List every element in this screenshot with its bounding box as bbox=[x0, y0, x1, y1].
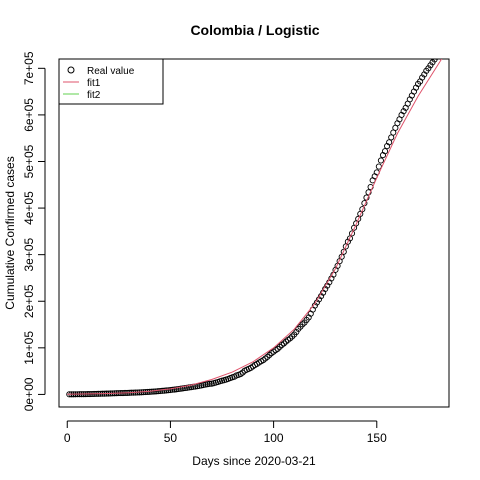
data-point bbox=[204, 381, 211, 388]
data-point bbox=[167, 386, 174, 394]
legend-label-real: Real value bbox=[87, 66, 135, 77]
y-axis: 0e+00 1e+05 2e+05 3e+05 4e+05 5e+05 6e+05 7e+05 bbox=[22, 51, 46, 411]
data-point bbox=[264, 353, 271, 360]
y-tick-label: 6e+05 bbox=[22, 98, 36, 132]
data-point bbox=[175, 385, 182, 393]
data-point bbox=[340, 248, 347, 255]
data-point bbox=[179, 385, 186, 392]
data-point bbox=[386, 139, 393, 146]
data-point bbox=[434, 59, 439, 60]
data-point bbox=[239, 369, 246, 376]
data-point bbox=[154, 388, 162, 395]
y-tick-label: 7e+05 bbox=[22, 51, 36, 85]
data-point bbox=[159, 387, 166, 394]
data-point bbox=[355, 215, 362, 222]
data-point bbox=[188, 384, 195, 391]
data-point bbox=[152, 388, 160, 395]
data-point bbox=[185, 384, 193, 391]
data-point bbox=[276, 343, 283, 350]
data-point bbox=[266, 351, 273, 359]
data-point bbox=[181, 385, 188, 392]
data-point bbox=[344, 238, 351, 245]
y-tick-label: 4e+05 bbox=[22, 191, 36, 225]
data-point bbox=[359, 206, 366, 213]
data-point bbox=[183, 384, 190, 391]
chart-title: Colombia / Logistic bbox=[190, 22, 319, 38]
data-point bbox=[419, 74, 426, 81]
legend-label-fit1: fit1 bbox=[87, 78, 101, 89]
y-tick-label: 1e+05 bbox=[22, 331, 36, 365]
data-point bbox=[206, 380, 213, 387]
y-tick-label: 5e+05 bbox=[22, 144, 36, 178]
data-point bbox=[375, 163, 382, 170]
fit-line-fit1 bbox=[67, 59, 443, 395]
data-point bbox=[287, 335, 294, 342]
x-tick-label: 100 bbox=[264, 431, 284, 445]
data-point bbox=[161, 387, 168, 394]
y-tick-label: 2e+05 bbox=[22, 284, 36, 318]
data-point bbox=[293, 328, 300, 336]
y-tick-label: 0e+00 bbox=[22, 377, 36, 411]
legend-label-fit2: fit2 bbox=[87, 90, 101, 101]
x-axis: 0 50 100 150 bbox=[64, 420, 387, 445]
x-tick-label: 50 bbox=[164, 431, 178, 445]
x-tick-label: 0 bbox=[64, 431, 71, 445]
data-point bbox=[348, 230, 356, 237]
x-axis-title: Days since 2020-03-21 bbox=[192, 454, 316, 468]
data-point bbox=[365, 189, 372, 196]
data-point bbox=[346, 235, 354, 242]
legend-circle-icon bbox=[67, 66, 75, 74]
data-point bbox=[338, 253, 345, 260]
data-point bbox=[177, 385, 184, 392]
data-point bbox=[274, 345, 281, 352]
data-point bbox=[377, 157, 384, 164]
legend: Real value fit1 fit2 bbox=[58, 58, 164, 105]
data-point bbox=[388, 134, 395, 141]
y-axis-title: Cumulative Confirmed cases bbox=[3, 156, 17, 309]
data-point bbox=[171, 386, 178, 393]
data-point bbox=[163, 387, 170, 394]
y-tick-label: 3e+05 bbox=[22, 237, 36, 271]
data-point bbox=[173, 386, 180, 393]
data-point bbox=[165, 387, 172, 394]
x-tick-label: 150 bbox=[367, 431, 387, 445]
data-point bbox=[157, 387, 164, 395]
series-layer bbox=[66, 59, 443, 398]
data-point bbox=[381, 148, 389, 155]
data-point bbox=[169, 386, 176, 393]
data-point bbox=[289, 333, 296, 340]
plot-frame bbox=[58, 58, 450, 408]
data-point bbox=[425, 65, 432, 72]
